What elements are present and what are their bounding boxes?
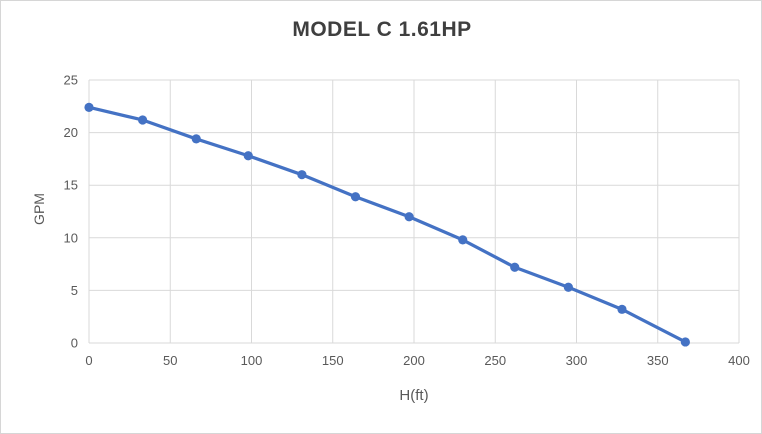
data-point-marker bbox=[84, 102, 94, 112]
x-tick-label: 300 bbox=[566, 353, 588, 368]
data-point-marker bbox=[297, 170, 307, 180]
series-line bbox=[87, 105, 687, 344]
x-tick-label: 100 bbox=[241, 353, 263, 368]
data-point-marker bbox=[191, 134, 201, 144]
data-point-marker bbox=[563, 282, 573, 292]
x-tick-label: 50 bbox=[163, 353, 177, 368]
data-point-marker bbox=[458, 235, 468, 245]
x-tick-label: 150 bbox=[322, 353, 344, 368]
data-point-marker bbox=[404, 212, 414, 222]
data-point-marker bbox=[617, 304, 627, 314]
y-tick-label: 10 bbox=[64, 230, 78, 245]
data-point-marker bbox=[680, 337, 690, 347]
data-point-marker bbox=[350, 192, 361, 202]
x-tick-label: 400 bbox=[728, 353, 750, 368]
y-tick-label: 20 bbox=[64, 125, 78, 140]
x-axis-title: H(ft) bbox=[399, 387, 429, 404]
x-tick-label: 250 bbox=[484, 353, 506, 368]
data-point-marker bbox=[243, 151, 253, 161]
y-tick-label: 0 bbox=[71, 336, 78, 351]
data-point-marker bbox=[138, 115, 148, 125]
y-tick-label: 25 bbox=[64, 73, 78, 88]
x-tick-label: 200 bbox=[403, 353, 425, 368]
x-tick-label: 0 bbox=[85, 353, 92, 368]
chart-title: MODEL C 1.61HP bbox=[292, 18, 472, 41]
x-tick-label: 350 bbox=[647, 353, 669, 368]
y-tick-label: 5 bbox=[71, 283, 78, 298]
y-tick-label: 15 bbox=[64, 178, 78, 193]
data-point-marker bbox=[510, 262, 520, 272]
